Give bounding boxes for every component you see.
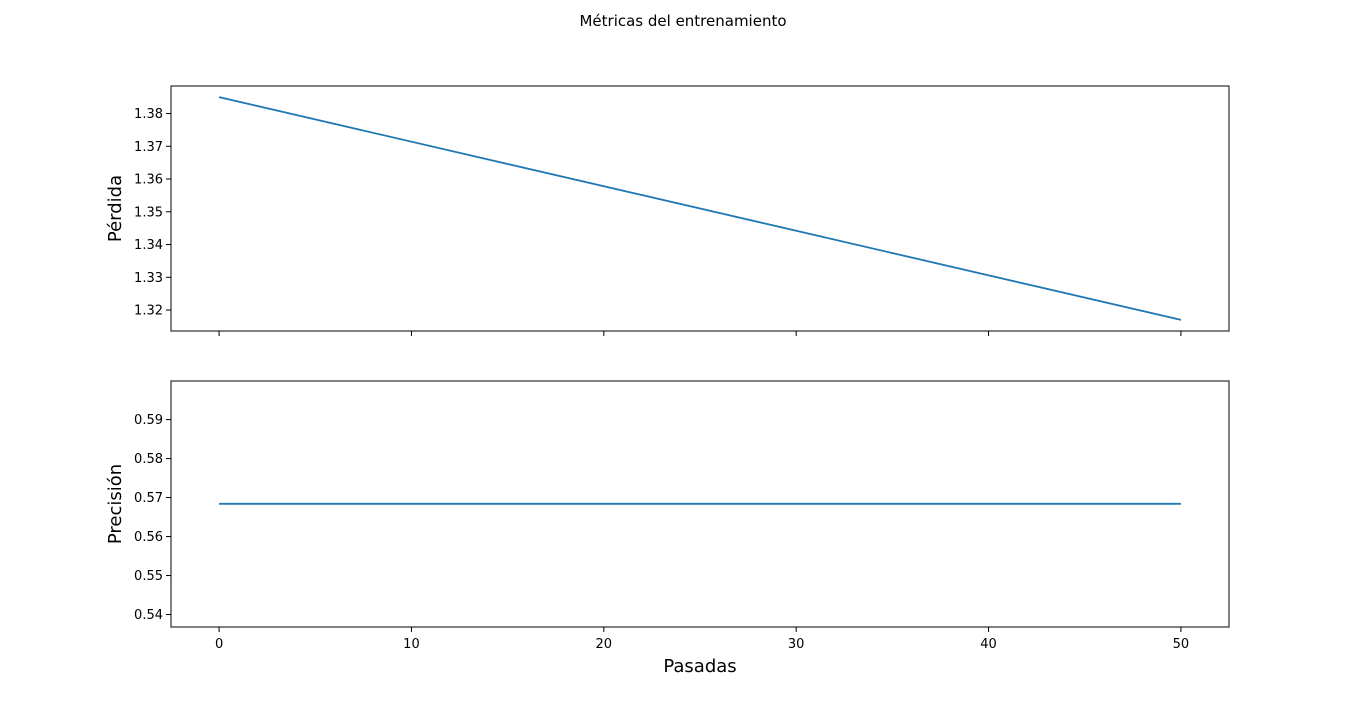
figure-title: Métricas del entrenamiento — [579, 12, 786, 30]
y-tick-label: 0.56 — [134, 530, 163, 545]
y-tick-label: 0.57 — [134, 491, 163, 506]
y-tick-label: 0.58 — [134, 452, 163, 467]
x-tick-label: 50 — [1173, 637, 1190, 652]
x-tick-label: 40 — [980, 637, 997, 652]
y-tick-label: 1.36 — [134, 173, 163, 188]
y-tick-label: 1.35 — [134, 205, 163, 220]
x-tick-label: 20 — [596, 637, 613, 652]
y-tick-label: 1.34 — [134, 238, 163, 253]
y-tick-label: 1.33 — [134, 271, 163, 286]
accuracy-panel: 0.54 0.55 0.56 0.57 0.58 0.59 0 10 20 30 40 50 Preci… — [105, 380, 1230, 652]
x-tick-label: 30 — [788, 637, 805, 652]
y-tick-label: 0.59 — [134, 413, 163, 428]
y-axis-label: Pérdida — [105, 175, 126, 242]
x-tick-label: 0 — [215, 637, 223, 652]
loss-panel: 1.32 1.33 1.34 1.35 1.36 1.37 1.38 Pérdida — [105, 85, 1230, 336]
series-line — [218, 96, 1182, 321]
axes-frame — [170, 85, 1230, 332]
axes-frame — [170, 380, 1230, 628]
x-tick-label: 10 — [403, 637, 420, 652]
y-tick-label: 0.55 — [134, 569, 163, 584]
y-tick-label: 1.37 — [134, 140, 163, 155]
y-tick-label: 0.54 — [134, 608, 163, 623]
y-tick-label: 1.32 — [134, 304, 163, 319]
y-tick-label: 1.38 — [134, 107, 163, 122]
x-axis-label: Pasadas — [663, 656, 736, 677]
y-axis-label: Precisión — [105, 464, 126, 544]
